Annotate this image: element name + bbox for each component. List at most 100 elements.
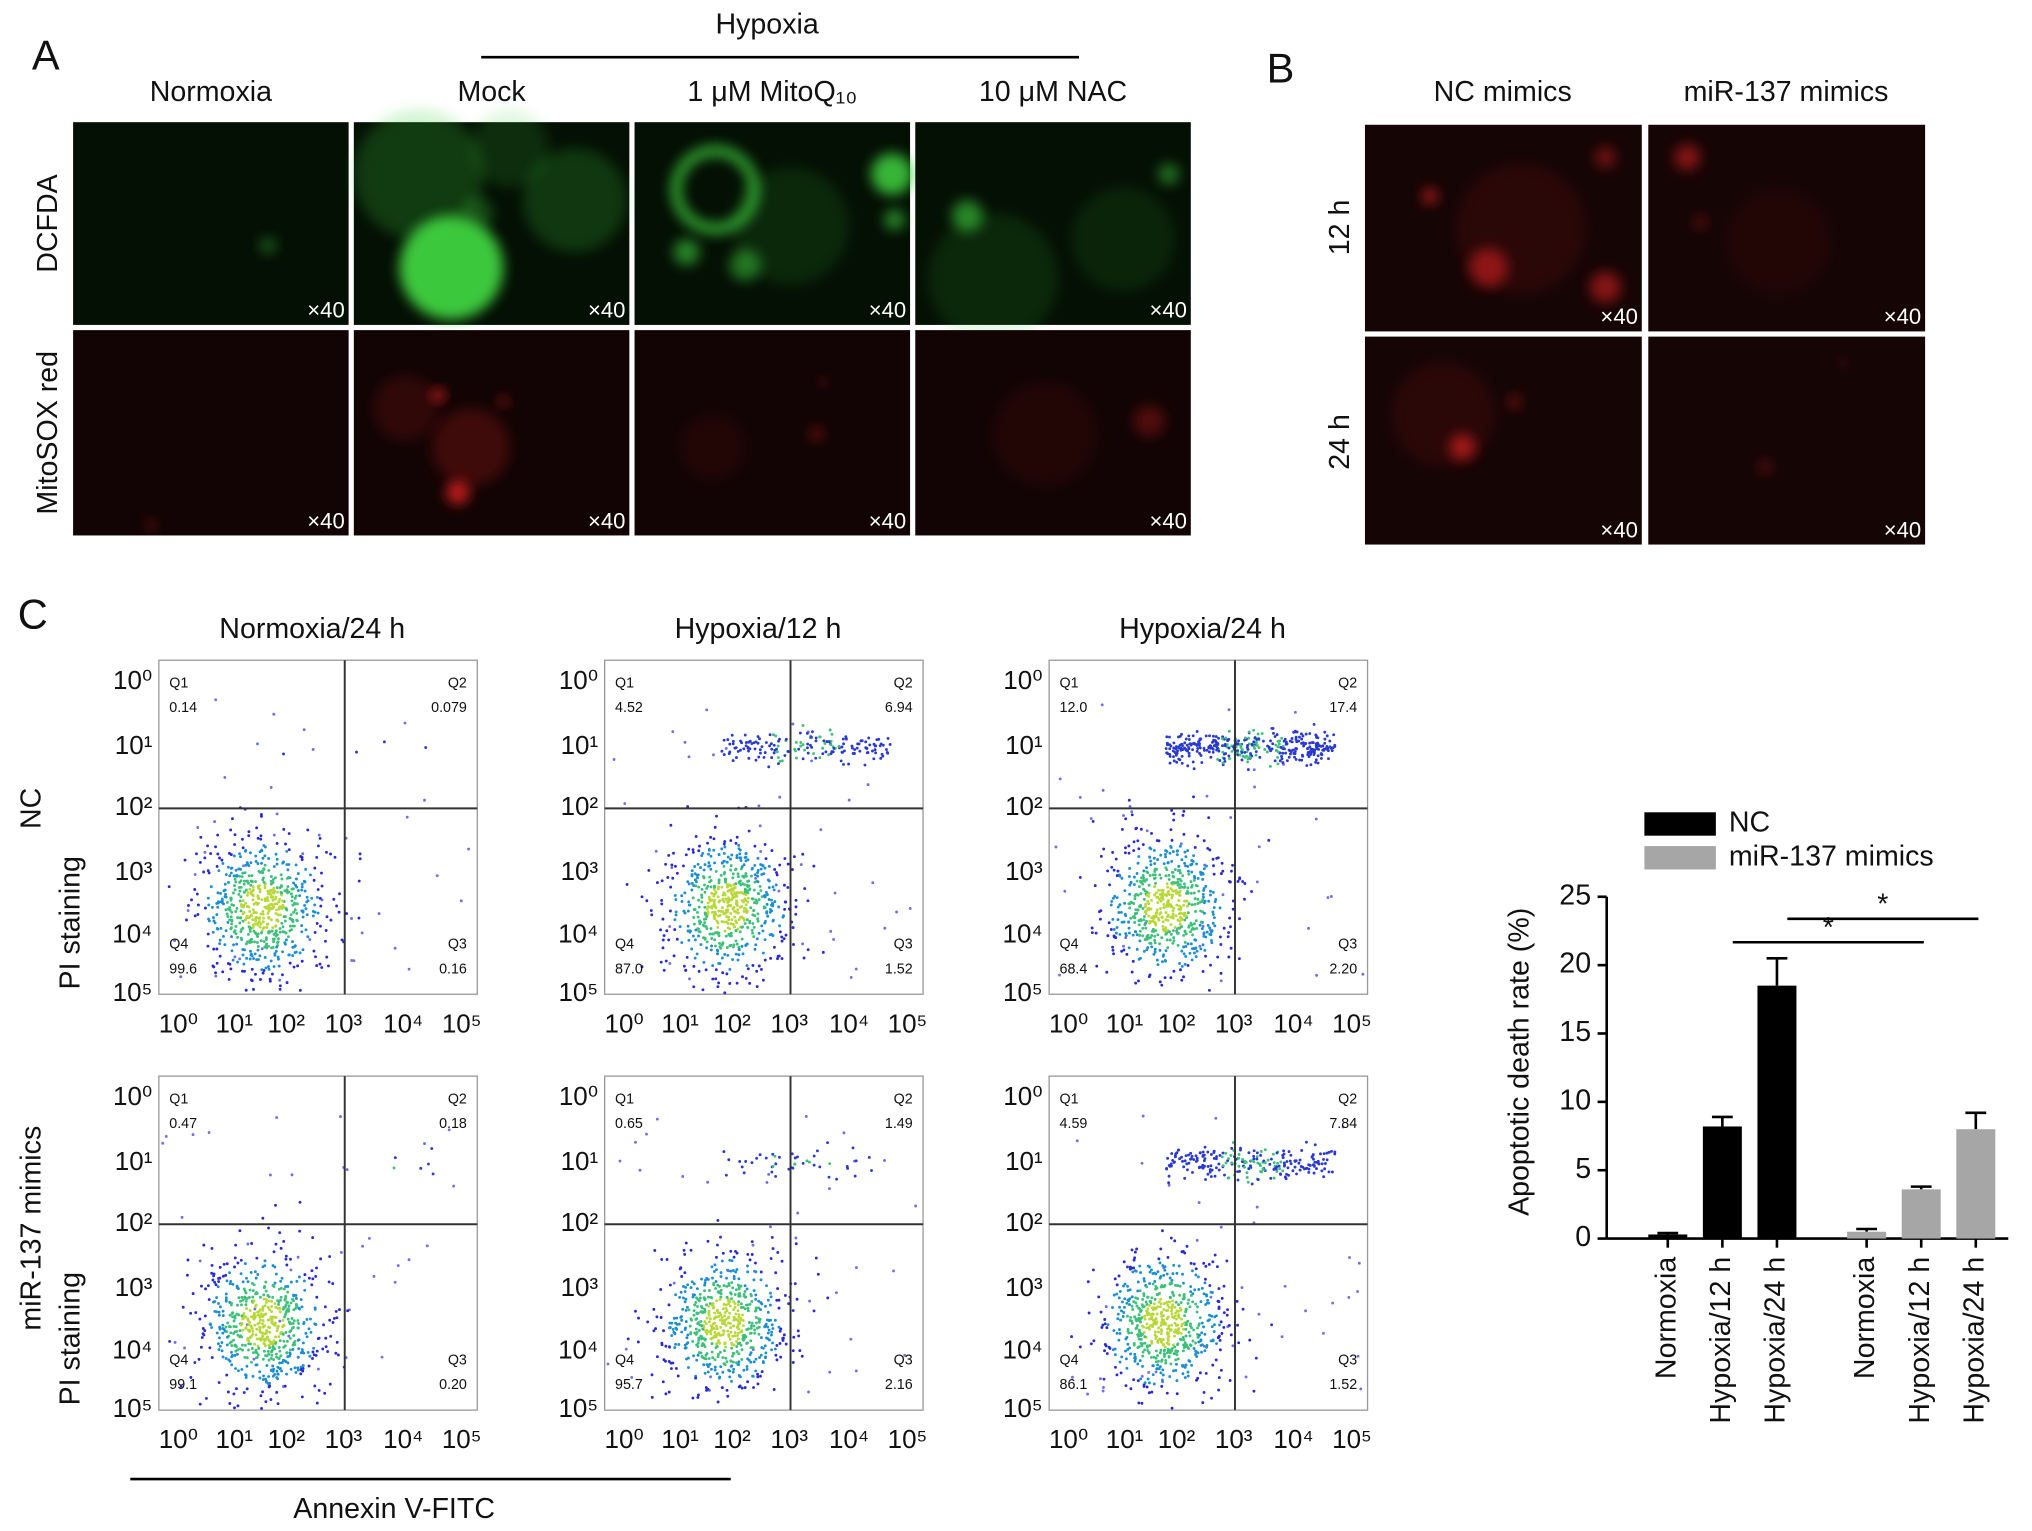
event-dot <box>1168 938 1172 942</box>
event-dot <box>1178 883 1182 886</box>
y-tick-label: 10⁴ <box>558 1335 598 1365</box>
x-tick-label: 10⁰ <box>604 1008 643 1038</box>
event-dot <box>1144 909 1148 913</box>
quadrant-name: Q4 <box>169 937 188 953</box>
y-tick-label: 10⁴ <box>112 919 152 949</box>
event-dot <box>321 1347 325 1351</box>
event-dot <box>732 1367 736 1371</box>
event-dot <box>193 914 197 918</box>
event-dot <box>1175 760 1179 764</box>
event-dot <box>1128 1288 1132 1292</box>
event-dot <box>812 864 816 868</box>
event-dot <box>1117 1274 1121 1278</box>
event-dot <box>853 748 857 751</box>
event-dot <box>377 912 381 915</box>
event-dot <box>239 895 243 899</box>
event-dot <box>1181 874 1185 878</box>
event-dot <box>1308 732 1312 735</box>
micrograph-background <box>73 330 349 536</box>
event-dot <box>459 899 463 903</box>
event-dot <box>1157 1326 1161 1330</box>
event-dot <box>1118 1331 1122 1335</box>
event-dot <box>795 1297 799 1301</box>
event-dot <box>1186 1345 1189 1349</box>
event-dot <box>1183 1365 1187 1369</box>
event-dot <box>255 1256 259 1260</box>
event-dot <box>210 1263 214 1267</box>
event-dot <box>687 1308 691 1312</box>
event-dot <box>256 948 260 952</box>
event-dot <box>695 1287 699 1291</box>
event-dot <box>243 1289 247 1293</box>
event-dot <box>191 1133 195 1137</box>
event-dot <box>350 959 354 962</box>
event-dot <box>235 874 239 877</box>
event-dot <box>1158 1351 1162 1355</box>
event-dot <box>702 875 705 879</box>
event-dot <box>721 906 724 909</box>
event-dot <box>1255 741 1258 745</box>
event-dot <box>1150 1339 1153 1343</box>
event-dot <box>236 960 240 964</box>
event-dot <box>284 931 288 935</box>
event-dot <box>1118 1305 1122 1309</box>
event-dot <box>250 940 254 944</box>
event-dot <box>722 738 726 742</box>
event-dot <box>1194 955 1198 959</box>
event-dot <box>728 750 732 754</box>
event-dot <box>1178 893 1182 897</box>
event-dot <box>1252 768 1256 772</box>
event-dot <box>1126 1314 1129 1318</box>
event-dot <box>832 937 836 941</box>
event-dot <box>1273 735 1277 738</box>
event-dot <box>764 1156 768 1160</box>
event-dot <box>720 943 724 947</box>
event-dot <box>251 1329 255 1333</box>
event-dot <box>279 1354 283 1358</box>
event-dot <box>1138 1330 1141 1334</box>
event-dot <box>659 960 663 964</box>
event-dot <box>217 1348 221 1351</box>
event-dot <box>765 902 769 906</box>
event-dot <box>269 1356 273 1360</box>
event-dot <box>256 1310 260 1314</box>
row-label: 12 h <box>1324 200 1356 256</box>
event-dot <box>731 893 735 897</box>
event-dot <box>674 910 678 914</box>
event-dot <box>824 750 828 754</box>
event-dot <box>247 921 251 925</box>
event-dot <box>1190 1363 1194 1367</box>
event-dot <box>803 748 807 752</box>
event-dot <box>318 962 322 966</box>
event-dot <box>1177 1303 1180 1307</box>
event-dot <box>1184 1334 1188 1338</box>
event-dot <box>772 733 775 737</box>
event-dot <box>715 1324 718 1328</box>
event-dot <box>1331 1301 1335 1305</box>
event-dot <box>240 1367 244 1371</box>
event-dot <box>1229 946 1233 950</box>
event-dot <box>713 825 717 829</box>
event-dot <box>761 1361 765 1365</box>
event-dot <box>1156 1293 1160 1296</box>
event-dot <box>173 1340 177 1344</box>
event-dot <box>1209 889 1213 893</box>
event-dot <box>623 802 627 805</box>
micrograph-background <box>1648 336 1926 545</box>
event-dot <box>255 1337 259 1341</box>
event-dot <box>812 1154 816 1158</box>
event-dot <box>1167 1183 1171 1187</box>
event-dot <box>1255 1155 1259 1158</box>
event-dot <box>756 917 760 921</box>
event-dot <box>1123 1305 1126 1309</box>
x-tick-label: 10⁵ <box>442 1424 482 1454</box>
event-dot <box>1220 737 1224 741</box>
event-dot <box>278 913 282 917</box>
event-dot <box>680 900 684 903</box>
event-dot <box>1075 1139 1079 1143</box>
event-dot <box>744 872 748 875</box>
event-dot <box>224 929 228 933</box>
event-dot <box>1196 1305 1199 1309</box>
event-dot <box>1184 864 1188 868</box>
event-dot <box>777 889 781 893</box>
